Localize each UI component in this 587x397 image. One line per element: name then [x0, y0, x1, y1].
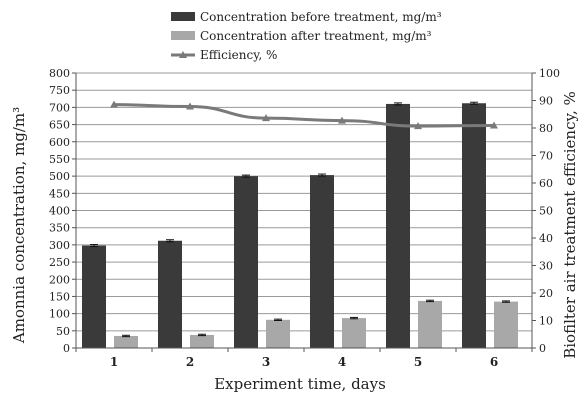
bars: [82, 101, 518, 348]
legend-swatch-before: [171, 12, 195, 21]
y-left-tick-label: 750: [49, 84, 70, 97]
bar-after-treatment: [342, 318, 366, 348]
y-right-tick-label: 90: [539, 95, 553, 108]
bar-after-treatment: [114, 335, 138, 348]
bar-after-treatment: [418, 300, 442, 348]
bar-before-treatment: [82, 245, 106, 348]
legend-marker-efficiency: [179, 51, 187, 58]
y-right-tick-label: 10: [539, 315, 553, 328]
bar-before-treatment: [310, 175, 334, 348]
y-left-tick-label: 800: [49, 67, 70, 80]
legend-swatch-after: [171, 31, 195, 40]
y-right-tick-label: 40: [539, 232, 553, 245]
y-left-tick-label: 50: [56, 325, 70, 338]
y-left-tick-label: 100: [49, 308, 70, 321]
y-right-tick-label: 50: [539, 205, 553, 218]
y-left-tick-label: 300: [49, 239, 70, 252]
y-right-tick-label: 60: [539, 177, 553, 190]
bar-before-treatment: [462, 103, 486, 348]
y-axis-right-label: Biofilter air treatment efficiency, %: [561, 91, 579, 359]
legend-label-efficiency: Efficiency, %: [200, 48, 277, 62]
efficiency-point: [186, 102, 194, 110]
x-tick-label: 6: [490, 355, 498, 369]
y-right-tick-label: 0: [539, 342, 546, 355]
efficiency-point: [414, 122, 422, 130]
legend-label-before: Concentration before treatment, mg/m³: [200, 10, 442, 24]
y-left-tick-label: 600: [49, 136, 70, 149]
legend-label-after: Concentration after treatment, mg/m³: [200, 29, 432, 43]
bar-after-treatment: [266, 319, 290, 348]
efficiency-line-path: [113, 103, 495, 128]
y-left-tick-label: 650: [49, 119, 70, 132]
y-left-tick-label: 250: [49, 256, 70, 269]
y-right-tick-label: 80: [539, 122, 553, 135]
tick-labels: 0501001502002503003504004505005506006507…: [49, 67, 560, 369]
y-right-tick-label: 20: [539, 287, 553, 300]
efficiency-point: [110, 100, 118, 108]
y-right-tick-label: 30: [539, 260, 553, 273]
bar-before-treatment: [158, 240, 182, 348]
y-left-tick-label: 400: [49, 205, 70, 218]
efficiency-line: [110, 100, 498, 130]
legend: Concentration before treatment, mg/m³ Co…: [171, 10, 442, 62]
x-tick-label: 3: [262, 355, 270, 369]
y-left-tick-label: 450: [49, 187, 70, 200]
bar-after-treatment: [494, 301, 518, 348]
y-right-tick-label: 70: [539, 150, 553, 163]
y-left-tick-label: 500: [49, 170, 70, 183]
y-left-tick-label: 550: [49, 153, 70, 166]
bar-after-treatment: [190, 334, 214, 348]
x-tick-label: 2: [186, 355, 194, 369]
y-left-tick-label: 200: [49, 273, 70, 286]
y-left-tick-label: 350: [49, 222, 70, 235]
bar-before-treatment: [234, 176, 258, 348]
efficiency-point: [338, 116, 346, 124]
y-left-tick-label: 150: [49, 290, 70, 303]
y-left-tick-label: 0: [63, 342, 70, 355]
x-axis-label: Experiment time, days: [214, 375, 386, 393]
y-axis-left-label: Amonnia concentration, mg/m³: [10, 107, 28, 344]
x-tick-label: 5: [414, 355, 422, 369]
efficiency-point: [262, 114, 270, 122]
axes: [72, 72, 536, 352]
y-left-tick-label: 700: [49, 101, 70, 114]
bar-before-treatment: [386, 103, 410, 348]
y-right-tick-label: 100: [539, 67, 560, 80]
x-tick-label: 1: [110, 355, 118, 369]
efficiency-point: [490, 121, 498, 129]
x-tick-label: 4: [338, 355, 346, 369]
